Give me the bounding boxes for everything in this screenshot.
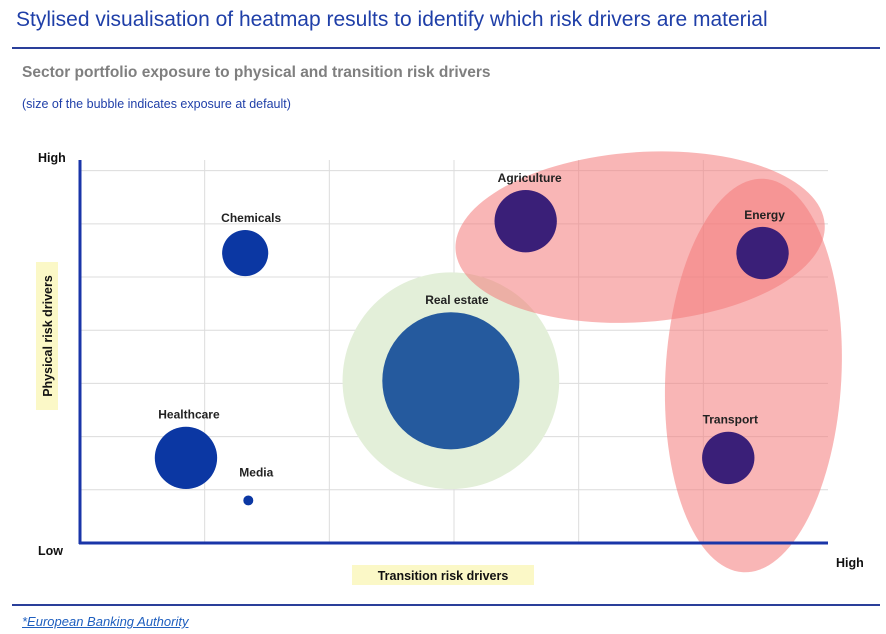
- title-divider: [12, 47, 880, 49]
- x-axis-title-highlight: [352, 565, 534, 585]
- agriculture-label: Agriculture: [498, 171, 562, 185]
- y-axis-low-label: Low: [38, 544, 63, 558]
- y-axis-title: Physical risk drivers: [41, 275, 55, 397]
- x-axis-high-label: High: [836, 556, 864, 570]
- agriculture-bubble: [494, 190, 557, 253]
- healthcare-bubble: [154, 426, 218, 490]
- source-link[interactable]: *European Banking Authority: [22, 614, 189, 629]
- y-axis-title-highlight: [36, 262, 58, 410]
- chemicals-label: Chemicals: [221, 211, 281, 225]
- transport-bubble: [702, 431, 755, 485]
- healthcare-label: Healthcare: [158, 408, 220, 422]
- chart-labels: Chemicals Healthcare Media Real estate Agric…: [38, 151, 864, 583]
- page-title: Stylised visualisation of heatmap result…: [16, 8, 768, 31]
- energy-label: Energy: [744, 208, 785, 222]
- transport-label: Transport: [703, 413, 758, 427]
- footer-divider: [12, 604, 880, 606]
- bubble-series: [154, 190, 789, 506]
- y-axis-high-label: High: [38, 151, 66, 165]
- x-axis-title: Transition risk drivers: [378, 569, 509, 583]
- energy-bubble: [736, 226, 789, 280]
- media-bubble: [243, 495, 254, 506]
- chemicals-bubble: [222, 230, 269, 277]
- real-estate-bubble: [382, 312, 520, 450]
- bubble-size-note: (size of the bubble indicates exposure a…: [22, 97, 291, 111]
- media-label: Media: [239, 465, 273, 479]
- real-estate-label: Real estate: [425, 293, 489, 307]
- chart-axes: [36, 160, 828, 585]
- bubble-chart: Chemicals Healthcare Media Real estate Agric…: [36, 151, 864, 585]
- chart-subtitle: Sector portfolio exposure to physical an…: [22, 64, 491, 81]
